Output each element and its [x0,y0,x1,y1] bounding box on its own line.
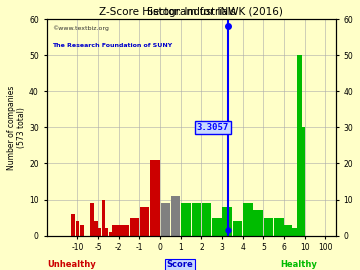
Bar [243,203,253,236]
Bar [289,225,292,236]
Bar [212,218,222,236]
Bar [202,203,211,236]
Y-axis label: Number of companies
(573 total): Number of companies (573 total) [7,85,26,170]
Bar [274,218,284,236]
Bar [76,221,80,236]
Bar [222,207,232,236]
Bar [181,203,191,236]
Text: ©www.textbiz.org: ©www.textbiz.org [52,26,109,31]
Text: Healthy: Healthy [280,260,317,269]
Bar [287,225,289,236]
Text: 3.3057: 3.3057 [197,123,229,132]
Bar [181,203,191,236]
Bar [161,203,170,236]
Bar [192,207,201,236]
Bar [233,221,242,236]
Bar [233,221,242,236]
Text: The Research Foundation of SUNY: The Research Foundation of SUNY [52,43,172,48]
Bar [150,160,160,236]
Bar [192,203,201,236]
Bar [302,127,305,236]
Bar [212,218,222,236]
Bar [140,207,149,236]
Bar [130,218,139,236]
Bar [96,232,98,236]
Bar [119,225,129,236]
Bar [297,55,302,236]
Bar [202,203,211,236]
Bar [94,221,98,236]
Bar [222,207,232,236]
Bar [171,196,180,236]
Bar [90,203,94,236]
Text: Score: Score [167,260,193,269]
Title: Z-Score Histogram for INWK (2016): Z-Score Histogram for INWK (2016) [99,7,283,17]
Bar [72,214,75,236]
Bar [80,225,84,236]
Text: Sector: Industrials: Sector: Industrials [147,7,235,17]
Text: Unhealthy: Unhealthy [47,260,95,269]
Bar [284,225,287,236]
Bar [98,228,102,236]
Bar [102,200,105,236]
Bar [292,228,294,236]
Bar [264,218,273,236]
Bar [253,210,263,236]
Bar [294,228,297,236]
Bar [116,225,119,236]
Bar [105,228,108,236]
Bar [112,225,115,236]
Bar [109,232,112,236]
